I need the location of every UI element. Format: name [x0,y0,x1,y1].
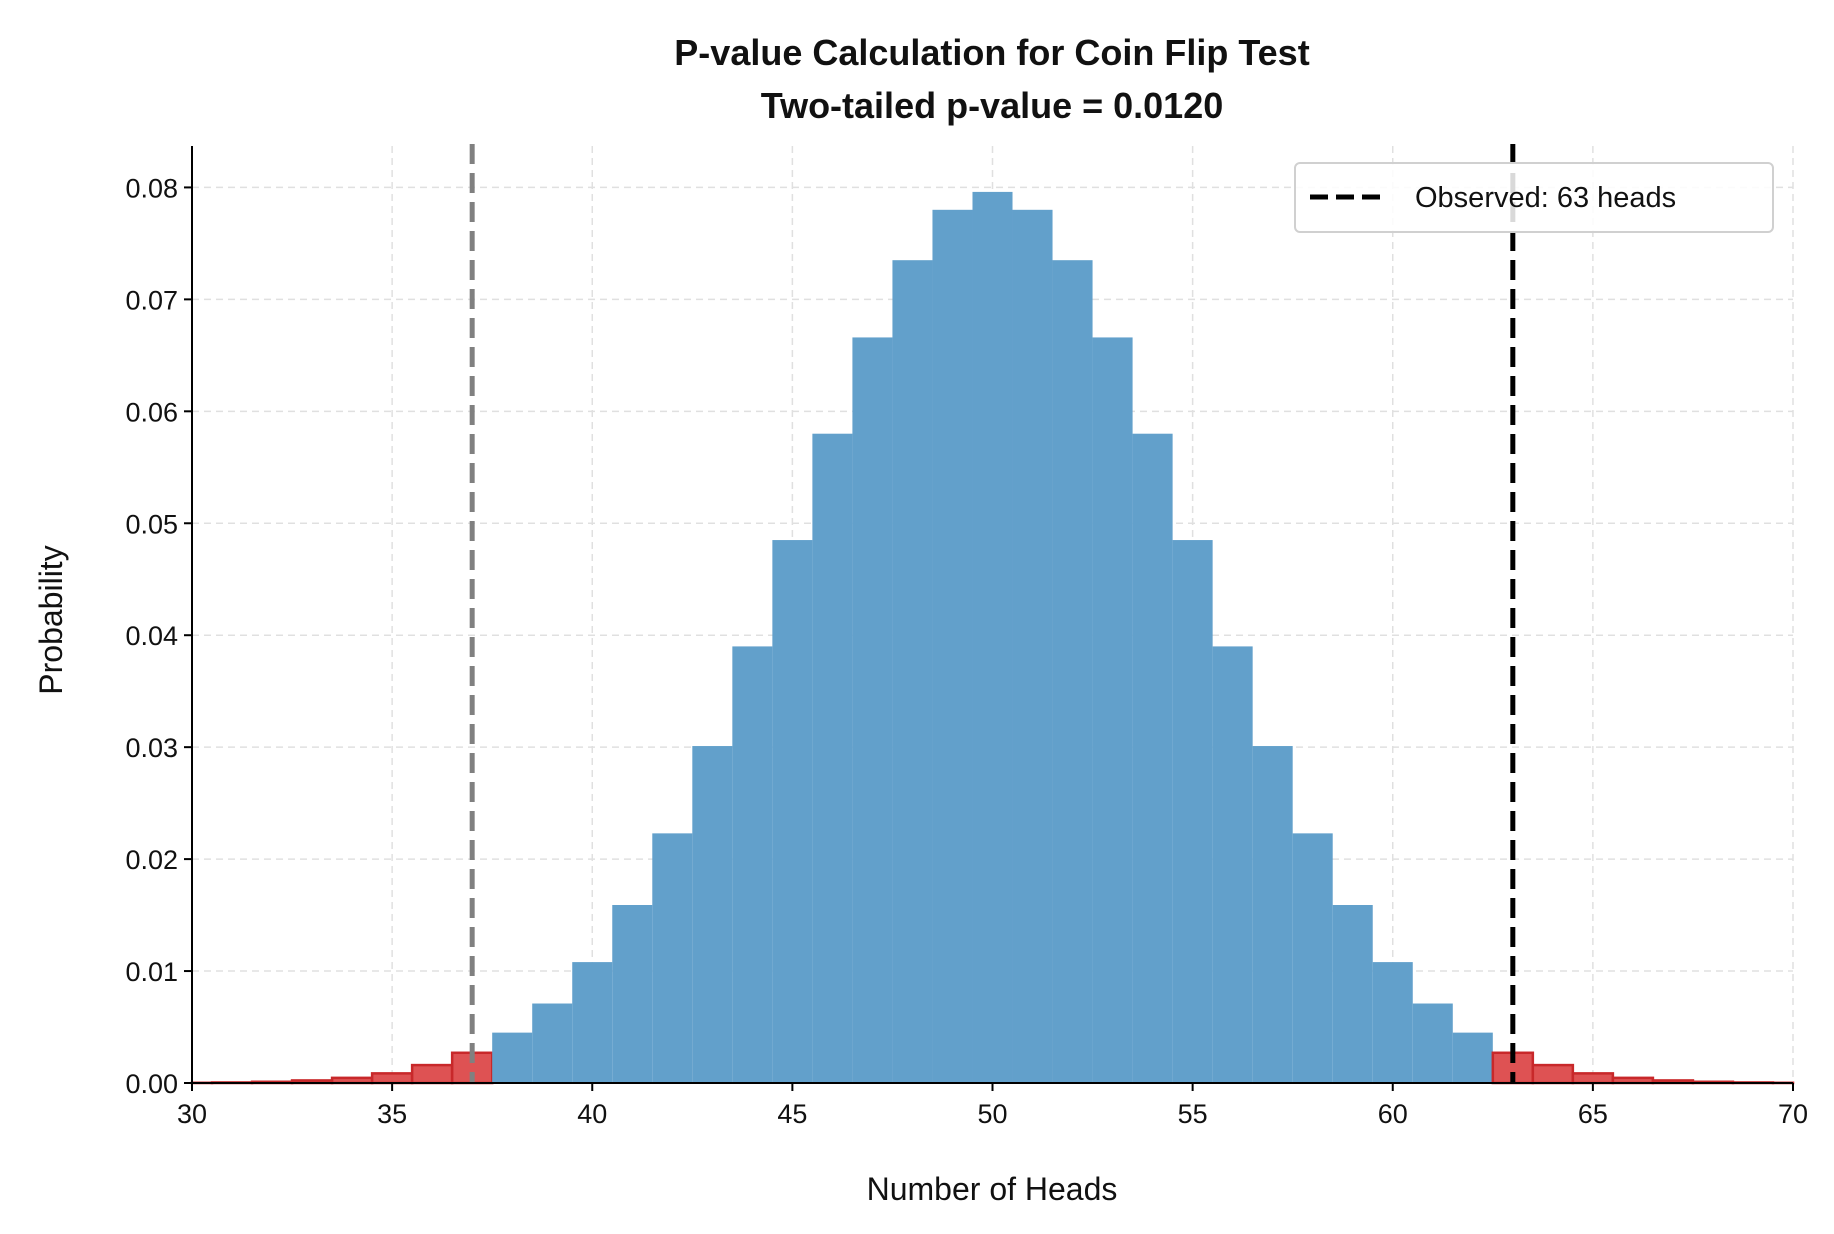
bar [1132,433,1173,1083]
bar [852,337,893,1083]
bar [772,540,813,1083]
grid [191,146,1794,1084]
bar [1332,905,1373,1083]
y-tick-label: 0.07 [125,285,178,315]
tail-bar [1571,1072,1615,1085]
tail-bar [370,1072,414,1085]
bar [532,1003,573,1083]
chart-subtitle: Two-tailed p-value = 0.0120 [761,85,1224,126]
x-tick-label: 50 [977,1099,1007,1129]
bar [1012,209,1053,1083]
y-tick-label: 0.03 [125,733,178,763]
y-tick-label: 0.08 [125,173,178,203]
bar [732,646,773,1083]
bar [612,905,653,1083]
bar [1452,1032,1493,1083]
x-tick-label: 30 [177,1099,207,1129]
x-tick-label: 65 [1578,1099,1608,1129]
x-tick-label: 70 [1778,1099,1808,1129]
bar [1092,337,1133,1083]
x-tick-label: 55 [1178,1099,1208,1129]
y-tick-label: 0.06 [125,397,178,427]
x-axis-label: Number of Heads [867,1171,1118,1207]
bar [692,746,733,1083]
bar [1412,1003,1453,1083]
y-tick-label: 0.01 [125,957,178,987]
legend-frame [1294,162,1774,233]
bar [892,260,933,1083]
vertical-lines [469,144,1516,1083]
bar [1292,833,1333,1083]
chart-title: P-value Calculation for Coin Flip Test [674,32,1309,73]
bar [652,833,693,1083]
bar [1372,962,1413,1083]
x-tick-label: 40 [577,1099,607,1129]
tail-bar [1531,1063,1575,1085]
bar [972,191,1013,1084]
y-tick-label: 0.02 [125,845,178,875]
bar [1212,646,1253,1083]
x-tick-label: 35 [377,1099,407,1129]
legend: Observed: 63 heads [1294,162,1774,233]
y-tick-label: 0.04 [125,621,178,651]
x-ticks: 30 35 40 45 50 55 60 65 70 [177,1083,1808,1129]
bar [932,209,973,1083]
bar [492,1032,533,1083]
tail-bar [410,1063,454,1085]
y-tick-label: 0.00 [125,1069,178,1099]
bar [1252,746,1293,1083]
y-ticks: 0.00 0.01 0.02 0.03 0.04 0.05 0.06 0.07 0.08 [125,173,192,1099]
x-tick-label: 60 [1378,1099,1408,1129]
legend-observed-label: Observed: 63 heads [1415,182,1676,214]
bar [812,433,853,1083]
x-tick-label: 45 [777,1099,807,1129]
y-axis-label: Probability [33,545,69,694]
bars [190,191,1795,1085]
bar [1172,540,1213,1083]
bar [572,962,613,1083]
y-tick-label: 0.05 [125,509,178,539]
bar [1052,260,1093,1083]
